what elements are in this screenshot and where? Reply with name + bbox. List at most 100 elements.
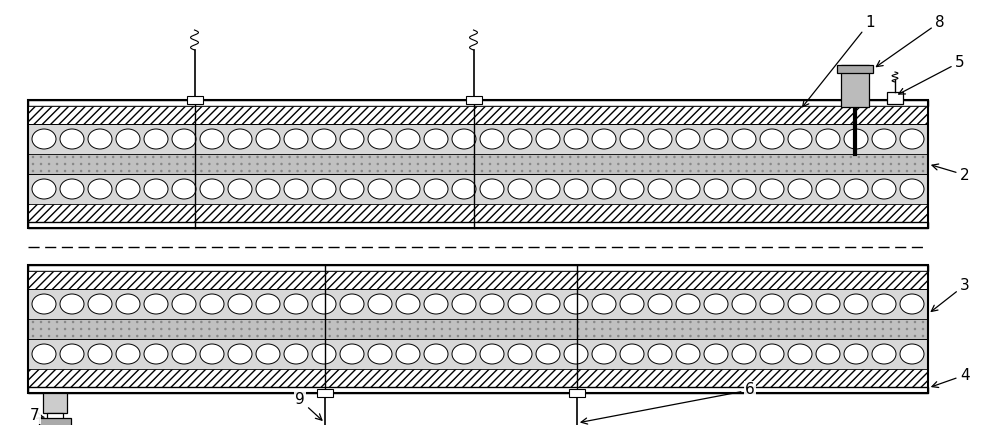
Ellipse shape xyxy=(144,179,168,199)
Ellipse shape xyxy=(529,163,531,165)
Ellipse shape xyxy=(508,179,532,199)
Bar xyxy=(39,418,71,425)
Ellipse shape xyxy=(48,156,50,158)
Ellipse shape xyxy=(473,328,475,330)
Ellipse shape xyxy=(657,170,660,172)
Ellipse shape xyxy=(732,179,756,199)
Text: 6: 6 xyxy=(581,382,755,424)
Ellipse shape xyxy=(809,321,812,323)
Ellipse shape xyxy=(593,163,596,165)
Ellipse shape xyxy=(481,335,483,337)
Ellipse shape xyxy=(304,321,307,323)
Ellipse shape xyxy=(676,129,700,149)
Ellipse shape xyxy=(48,335,50,337)
Ellipse shape xyxy=(176,321,179,323)
Ellipse shape xyxy=(641,163,644,165)
Ellipse shape xyxy=(809,156,812,158)
Ellipse shape xyxy=(898,321,900,323)
Ellipse shape xyxy=(681,156,684,158)
Ellipse shape xyxy=(200,163,203,165)
Ellipse shape xyxy=(617,156,620,158)
Ellipse shape xyxy=(352,170,355,172)
Ellipse shape xyxy=(465,170,467,172)
Ellipse shape xyxy=(769,321,772,323)
Ellipse shape xyxy=(264,156,267,158)
Ellipse shape xyxy=(617,328,620,330)
Ellipse shape xyxy=(288,156,291,158)
Ellipse shape xyxy=(801,321,804,323)
Ellipse shape xyxy=(834,163,836,165)
Ellipse shape xyxy=(32,163,34,165)
Ellipse shape xyxy=(96,156,98,158)
Ellipse shape xyxy=(184,335,187,337)
Ellipse shape xyxy=(816,344,840,364)
Ellipse shape xyxy=(513,328,515,330)
Ellipse shape xyxy=(328,170,331,172)
Ellipse shape xyxy=(850,328,852,330)
Ellipse shape xyxy=(882,321,884,323)
Ellipse shape xyxy=(385,328,387,330)
Ellipse shape xyxy=(449,335,451,337)
Ellipse shape xyxy=(882,328,884,330)
Ellipse shape xyxy=(64,321,66,323)
Ellipse shape xyxy=(88,294,112,314)
Ellipse shape xyxy=(505,328,507,330)
Ellipse shape xyxy=(368,129,392,149)
Ellipse shape xyxy=(489,170,491,172)
Ellipse shape xyxy=(866,170,868,172)
Ellipse shape xyxy=(505,163,507,165)
Ellipse shape xyxy=(872,294,896,314)
Ellipse shape xyxy=(641,321,644,323)
Ellipse shape xyxy=(312,335,315,337)
Ellipse shape xyxy=(200,129,224,149)
Ellipse shape xyxy=(753,156,756,158)
Ellipse shape xyxy=(104,328,106,330)
Ellipse shape xyxy=(505,321,507,323)
Ellipse shape xyxy=(433,163,435,165)
Ellipse shape xyxy=(72,170,74,172)
Ellipse shape xyxy=(866,335,868,337)
Ellipse shape xyxy=(826,170,828,172)
Ellipse shape xyxy=(344,156,347,158)
Ellipse shape xyxy=(745,335,748,337)
Ellipse shape xyxy=(208,335,211,337)
Ellipse shape xyxy=(401,170,403,172)
Ellipse shape xyxy=(48,170,50,172)
Ellipse shape xyxy=(116,294,140,314)
Ellipse shape xyxy=(729,328,732,330)
Ellipse shape xyxy=(898,335,900,337)
Ellipse shape xyxy=(900,129,924,149)
Ellipse shape xyxy=(553,170,555,172)
Bar xyxy=(47,413,63,425)
Ellipse shape xyxy=(32,170,34,172)
Ellipse shape xyxy=(676,179,700,199)
Ellipse shape xyxy=(922,335,924,337)
Ellipse shape xyxy=(172,344,196,364)
Ellipse shape xyxy=(433,170,435,172)
Ellipse shape xyxy=(272,321,275,323)
Ellipse shape xyxy=(256,328,259,330)
Ellipse shape xyxy=(665,170,668,172)
Ellipse shape xyxy=(721,321,724,323)
Ellipse shape xyxy=(80,328,82,330)
Ellipse shape xyxy=(288,321,291,323)
Ellipse shape xyxy=(240,156,243,158)
Ellipse shape xyxy=(914,335,916,337)
Ellipse shape xyxy=(697,170,700,172)
Ellipse shape xyxy=(144,129,168,149)
Ellipse shape xyxy=(489,335,491,337)
Bar xyxy=(28,339,928,369)
Ellipse shape xyxy=(858,328,860,330)
Ellipse shape xyxy=(160,328,163,330)
Ellipse shape xyxy=(753,328,756,330)
Ellipse shape xyxy=(633,156,636,158)
Ellipse shape xyxy=(922,163,924,165)
Ellipse shape xyxy=(136,156,138,158)
Ellipse shape xyxy=(705,335,708,337)
Ellipse shape xyxy=(785,335,788,337)
Ellipse shape xyxy=(842,321,844,323)
Ellipse shape xyxy=(620,344,644,364)
Ellipse shape xyxy=(834,170,836,172)
Ellipse shape xyxy=(729,156,732,158)
Ellipse shape xyxy=(745,170,748,172)
